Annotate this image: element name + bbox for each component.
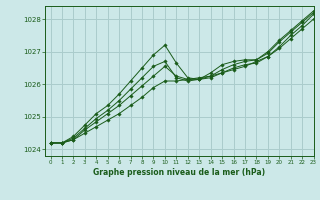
X-axis label: Graphe pression niveau de la mer (hPa): Graphe pression niveau de la mer (hPa) — [93, 168, 265, 177]
